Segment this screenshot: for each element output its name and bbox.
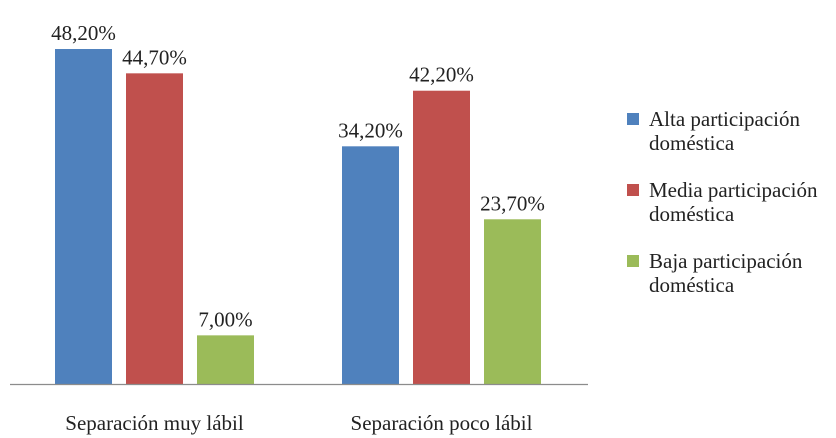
legend-label-3-line-1: Baja participación xyxy=(649,249,803,273)
legend-swatch-2 xyxy=(627,184,639,196)
data-label-1-1: 48,20% xyxy=(51,21,116,45)
bar-2-3 xyxy=(484,219,541,384)
legend-label-3-line-2: doméstica xyxy=(649,273,735,297)
category-label-1: Separación muy lábil xyxy=(65,411,244,435)
legend-label-2-line-1: Media participación xyxy=(649,178,818,202)
data-label-2-2: 42,20% xyxy=(409,63,474,87)
bar-1-3 xyxy=(197,335,254,384)
data-labels-group: 48,20%44,70% 7,00% 34,20% 42,20% 23,70% xyxy=(51,21,545,331)
bar-1-2 xyxy=(126,73,183,385)
legend-label-2-line-2: doméstica xyxy=(649,202,735,226)
data-label-1-2: 44,70% xyxy=(122,45,187,69)
data-label-2-3: 23,70% xyxy=(480,191,545,215)
bars-group xyxy=(55,49,541,385)
legend-swatch-3 xyxy=(627,255,639,267)
category-labels-group: Separación muy lábil Separación poco lábi… xyxy=(65,411,532,435)
category-label-2: Separación poco lábil xyxy=(351,411,533,435)
bar-2-2 xyxy=(413,90,470,385)
bar-2-1 xyxy=(342,146,399,384)
legend-label-1-line-2: doméstica xyxy=(649,131,735,155)
data-label-2-1: 34,20% xyxy=(338,118,403,142)
data-label-1-3: 7,00% xyxy=(198,307,252,331)
bar-1-1 xyxy=(55,49,112,384)
legend-label-1-line-1: Alta participación xyxy=(649,107,801,131)
legend-swatch-1 xyxy=(627,113,639,125)
